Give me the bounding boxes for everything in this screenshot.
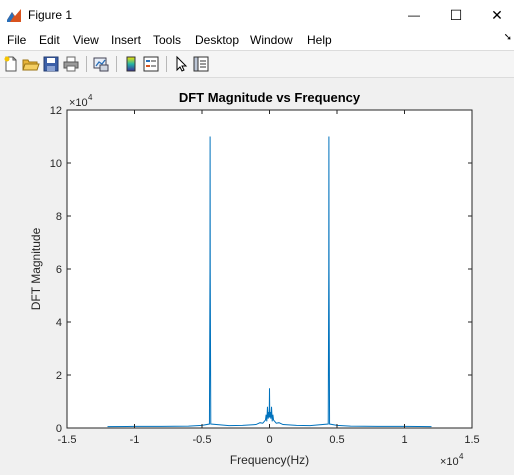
figure-toolbar bbox=[0, 50, 514, 78]
y-exponent-power: 4 bbox=[88, 93, 93, 102]
menu-window[interactable]: Window bbox=[250, 33, 293, 47]
y-tick-label: 12 bbox=[50, 105, 62, 117]
y-tick-label: 2 bbox=[56, 370, 62, 382]
maximize-icon: ☐ bbox=[449, 6, 463, 23]
x-tick-label: -1 bbox=[130, 434, 140, 446]
toolbar-separator bbox=[166, 56, 167, 72]
y-exponent-label: ×10 bbox=[69, 97, 88, 109]
x-exponent-label: ×10 bbox=[440, 456, 459, 468]
figure-canvas: -1.5 -1 -0.5 0 0.5 1 1.5 0 2 4 6 8 10 12 DFT Magnitu… bbox=[0, 78, 514, 470]
minimize-button[interactable]: — bbox=[394, 0, 434, 30]
y-axis-label: DFT Magnitude bbox=[29, 227, 43, 310]
menu-insert[interactable]: Insert bbox=[111, 33, 142, 47]
y-tick-label: 4 bbox=[56, 317, 62, 329]
property-inspector-icon[interactable] bbox=[192, 55, 210, 73]
dft-plot[interactable]: -1.5 -1 -0.5 0 0.5 1 1.5 0 2 4 6 8 10 12 DFT Magnitu… bbox=[0, 78, 514, 470]
y-tick-label: 10 bbox=[50, 158, 62, 170]
menu-tools[interactable]: Tools bbox=[153, 33, 182, 47]
toolbar-separator bbox=[86, 56, 87, 72]
y-tick-label: 8 bbox=[56, 211, 62, 223]
menu-desktop[interactable]: Desktop bbox=[195, 33, 240, 47]
x-tick-label: 1.5 bbox=[464, 434, 479, 446]
x-tick-label: 1 bbox=[401, 434, 407, 446]
x-exponent-power: 4 bbox=[459, 452, 464, 461]
x-tick-label: 0 bbox=[266, 434, 272, 446]
new-figure-icon[interactable] bbox=[2, 55, 20, 73]
x-axis-label: Frequency(Hz) bbox=[230, 453, 309, 467]
series-layer bbox=[107, 136, 432, 428]
close-button[interactable]: ✕ bbox=[477, 0, 514, 30]
y-tick-label: 6 bbox=[56, 264, 62, 276]
x-axis: -1.5 -1 -0.5 0 0.5 1 1.5 bbox=[58, 110, 480, 446]
colorbar-icon[interactable] bbox=[122, 55, 140, 73]
menu-file[interactable]: File bbox=[7, 33, 27, 47]
menu-edit[interactable]: Edit bbox=[39, 33, 60, 47]
y-axis: 0 2 4 6 8 10 12 bbox=[50, 105, 472, 435]
y-tick-label: 0 bbox=[56, 423, 62, 435]
axes-background bbox=[66, 109, 473, 429]
title-bar: Figure 1 — ☐ ✕ bbox=[0, 0, 514, 30]
matlab-figure-icon bbox=[6, 7, 22, 23]
x-tick-label: 0.5 bbox=[329, 434, 344, 446]
chart-title: DFT Magnitude vs Frequency bbox=[179, 90, 361, 105]
print-icon[interactable] bbox=[62, 55, 80, 73]
menu-view[interactable]: View bbox=[73, 33, 99, 47]
menu-bar: File Edit View Insert Tools Desktop Wind… bbox=[0, 30, 514, 50]
series-line-0[interactable] bbox=[107, 136, 432, 428]
x-tick-label: -0.5 bbox=[193, 434, 212, 446]
toolbar-separator bbox=[116, 56, 117, 72]
minimize-icon: — bbox=[408, 8, 420, 22]
save-icon[interactable] bbox=[42, 55, 60, 73]
window-title: Figure 1 bbox=[28, 8, 73, 22]
link-plot-icon[interactable] bbox=[92, 55, 110, 73]
close-icon: ✕ bbox=[491, 6, 503, 23]
maximize-button[interactable]: ☐ bbox=[436, 0, 476, 30]
x-tick-label: -1.5 bbox=[58, 434, 77, 446]
menu-help[interactable]: Help bbox=[307, 33, 332, 47]
legend-icon[interactable] bbox=[142, 55, 160, 73]
edit-plot-pointer-icon[interactable] bbox=[172, 55, 190, 73]
open-file-icon[interactable] bbox=[22, 55, 40, 73]
menu-overflow-icon[interactable]: ➘ bbox=[503, 32, 512, 43]
